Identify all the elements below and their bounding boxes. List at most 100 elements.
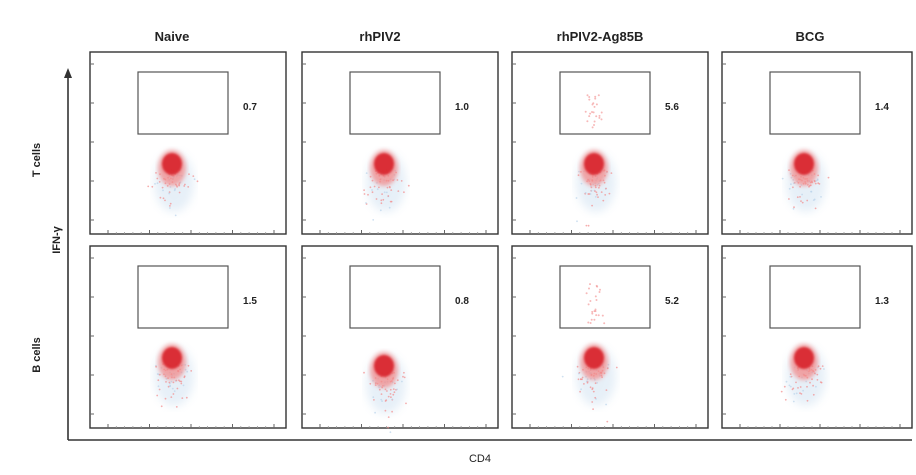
gate-event-dot <box>593 124 595 126</box>
gate-event-dot <box>595 299 598 301</box>
gate-event-dot <box>593 318 596 321</box>
event-dot <box>815 385 817 388</box>
event-dot <box>369 382 372 385</box>
gate-event-dot <box>588 98 591 101</box>
event-dot <box>789 373 792 376</box>
event-dot <box>169 205 171 207</box>
gate-event-dot <box>588 96 591 98</box>
event-dot <box>820 381 823 384</box>
event-dot <box>389 393 392 395</box>
event-dot <box>387 416 390 418</box>
event-dot <box>814 182 817 185</box>
gate-percentage: 1.5 <box>243 296 257 307</box>
event-dot <box>592 390 595 393</box>
gate-percentage: 0.8 <box>455 296 469 307</box>
event-dot <box>162 189 164 192</box>
event-dot <box>365 172 368 175</box>
event-dot <box>173 189 176 192</box>
event-dot <box>389 388 392 391</box>
event-dot <box>589 386 592 389</box>
gate-event-dot <box>597 94 600 97</box>
panel-r2-c1: 1.5 <box>89 245 287 429</box>
event-dot <box>394 382 396 385</box>
event-dot <box>382 198 385 201</box>
gate-event-dot <box>589 300 592 302</box>
event-dot <box>783 385 786 388</box>
event-dot <box>397 190 400 193</box>
event-dot <box>160 405 163 408</box>
event-dot <box>581 376 584 379</box>
event-dot <box>179 380 181 383</box>
event-dot <box>594 186 597 189</box>
event-dot <box>587 224 590 227</box>
event-dot <box>797 387 799 389</box>
event-dot <box>790 183 792 186</box>
event-dot <box>400 180 403 182</box>
gate-box <box>349 71 441 135</box>
gate-event-dot <box>587 321 590 324</box>
event-dot <box>780 390 783 393</box>
event-dot <box>156 394 159 397</box>
event-dot <box>167 385 170 388</box>
event-dot <box>577 372 580 375</box>
event-dot <box>390 189 393 192</box>
event-dot <box>615 366 618 369</box>
event-dot <box>363 371 365 374</box>
event-dot <box>174 214 177 217</box>
event-dot <box>817 174 819 177</box>
event-dot <box>587 193 590 195</box>
event-dot <box>812 199 815 202</box>
event-dot <box>161 186 164 189</box>
event-dot <box>159 196 162 199</box>
event-dot <box>604 194 607 196</box>
event-dot <box>396 179 399 181</box>
event-dot <box>810 190 813 193</box>
event-dot <box>788 187 791 190</box>
gate-box <box>769 265 861 329</box>
event-dot <box>164 397 167 400</box>
event-dot <box>578 170 580 173</box>
event-dot <box>393 391 396 394</box>
event-dot <box>577 174 580 177</box>
gate-event-dot <box>600 118 603 121</box>
event-dot <box>156 177 159 180</box>
event-dot <box>381 400 383 402</box>
event-dot <box>606 420 609 423</box>
event-dot <box>381 193 383 196</box>
panel-frame <box>511 245 709 429</box>
event-dot <box>164 199 166 202</box>
gate-event-dot <box>594 308 597 311</box>
event-dot <box>156 373 159 375</box>
panel-r1-c2: 1.0 <box>301 51 499 235</box>
event-dot <box>809 381 811 384</box>
y-axis-label: IFN-γ <box>51 225 63 253</box>
event-dot <box>363 193 366 195</box>
event-dot <box>596 382 598 384</box>
event-dot <box>605 389 608 391</box>
event-dot <box>800 393 803 395</box>
event-dot <box>600 191 603 194</box>
event-dot <box>387 395 390 398</box>
event-dot <box>147 185 150 188</box>
event-dot <box>594 196 597 198</box>
event-dot <box>800 200 802 203</box>
event-dot <box>391 410 393 413</box>
event-dot <box>188 173 190 176</box>
gate-percentage: 0.7 <box>243 102 257 113</box>
column-title-rhpiv2-ag85b: rhPIV2-Ag85B <box>557 29 644 44</box>
event-dot <box>385 191 388 194</box>
event-dot <box>180 382 183 385</box>
event-dot <box>389 200 392 203</box>
event-dot <box>172 393 175 395</box>
event-dot <box>579 390 581 393</box>
event-dot <box>376 188 379 191</box>
event-dot <box>165 381 167 383</box>
event-dot <box>594 396 597 399</box>
density-core <box>794 153 814 175</box>
event-dot <box>390 396 392 399</box>
gate-event-dot <box>593 120 596 123</box>
event-dot <box>585 380 588 383</box>
panel-r1-c1: 0.7 <box>89 51 287 235</box>
